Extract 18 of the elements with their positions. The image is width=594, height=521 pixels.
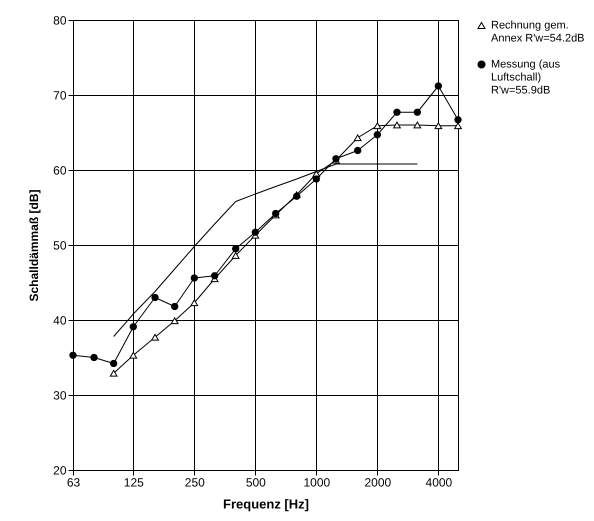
y-axis-title: Schalldämmaß [dB] bbox=[27, 189, 42, 302]
y-tick-label: 30 bbox=[53, 388, 67, 402]
y-tick-label: 60 bbox=[53, 164, 67, 178]
x-tick-label: 1000 bbox=[303, 476, 331, 490]
y-tick-label: 40 bbox=[53, 314, 67, 328]
y-tick-label: 70 bbox=[53, 88, 67, 102]
x-tick-label: 250 bbox=[184, 476, 206, 490]
x-tick-label: 125 bbox=[124, 476, 144, 490]
x-tick-label: 2000 bbox=[364, 476, 392, 490]
y-tick-label: 50 bbox=[53, 238, 67, 252]
x-tick-label: 500 bbox=[246, 476, 266, 490]
legend-label: Rechnung gem. Annex R'w=54.2dB bbox=[491, 20, 585, 44]
x-axis-title: Frequenz [Hz] bbox=[223, 496, 309, 512]
y-tick-label: 80 bbox=[53, 14, 67, 28]
legend-label: Messung (aus Luftschall) R'w=55.9dB bbox=[491, 58, 561, 96]
y-tick-label: 20 bbox=[53, 464, 67, 478]
x-tick-label: 63 bbox=[66, 476, 80, 490]
x-tick-label: 4000 bbox=[426, 476, 453, 490]
